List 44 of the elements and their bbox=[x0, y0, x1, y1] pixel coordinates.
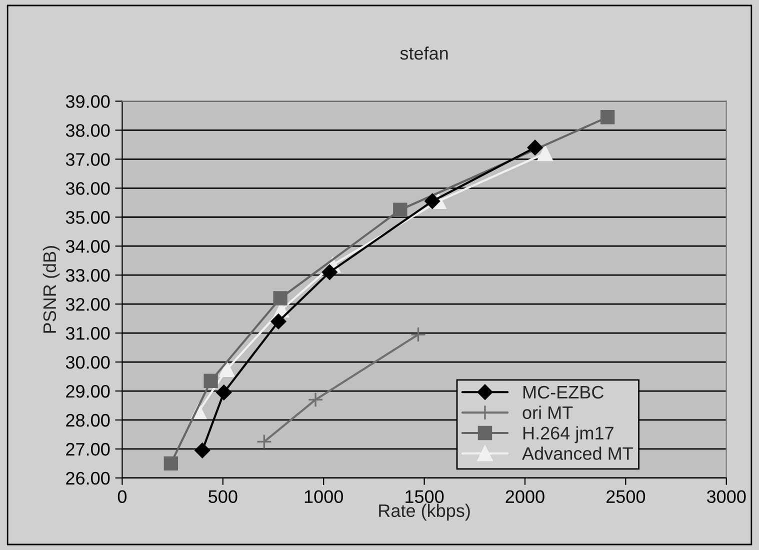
x-axis-title: Rate (kbps) bbox=[379, 504, 470, 521]
point bbox=[270, 314, 286, 330]
legend-label: ori MT bbox=[522, 406, 573, 420]
x-tick-label: 500 bbox=[208, 490, 238, 504]
y-tick-label: 26.00 bbox=[66, 472, 110, 485]
x-tick-label: 1000 bbox=[304, 490, 343, 504]
point bbox=[600, 110, 615, 124]
y-tick-label: 38.00 bbox=[66, 124, 110, 137]
y-tick-label: 35.00 bbox=[66, 211, 110, 224]
point bbox=[308, 392, 324, 408]
y-tick-label: 36.00 bbox=[66, 182, 110, 195]
y-tick-label: 34.00 bbox=[66, 240, 110, 253]
x-tick-label: 3000 bbox=[706, 490, 746, 504]
point bbox=[164, 456, 178, 471]
point bbox=[410, 326, 426, 342]
x-tick-label: 1500 bbox=[406, 490, 444, 504]
point bbox=[194, 442, 210, 458]
x-tick-label: 0 bbox=[118, 490, 127, 504]
legend-label: Advanced MT bbox=[522, 446, 633, 460]
y-tick-label: 37.00 bbox=[66, 153, 110, 166]
point bbox=[393, 202, 408, 217]
point bbox=[216, 384, 232, 400]
legend-label: MC-EZBC bbox=[523, 386, 604, 399]
y-axis-title: PSNR (dB) bbox=[42, 246, 60, 333]
point bbox=[424, 193, 440, 209]
point bbox=[256, 434, 272, 450]
point bbox=[527, 140, 543, 156]
chart-title: stefan bbox=[400, 46, 448, 60]
point bbox=[322, 264, 338, 280]
y-tick-label: 27.00 bbox=[66, 442, 110, 456]
point bbox=[204, 374, 218, 388]
y-tick-label: 29.00 bbox=[66, 384, 110, 398]
legend-label: H.264 jm17 bbox=[523, 426, 614, 444]
y-tick-label: 39.00 bbox=[66, 95, 110, 108]
y-tick-label: 31.00 bbox=[66, 326, 110, 340]
y-tick-label: 33.00 bbox=[66, 269, 110, 282]
y-tick-label: 28.00 bbox=[66, 414, 110, 427]
point bbox=[219, 361, 235, 378]
point bbox=[273, 291, 288, 306]
y-tick-label: 30.00 bbox=[66, 356, 110, 369]
y-tick-label: 32.00 bbox=[66, 298, 110, 311]
x-tick-label: 2500 bbox=[606, 490, 646, 504]
point bbox=[537, 146, 553, 162]
x-tick-label: 2000 bbox=[506, 490, 544, 504]
